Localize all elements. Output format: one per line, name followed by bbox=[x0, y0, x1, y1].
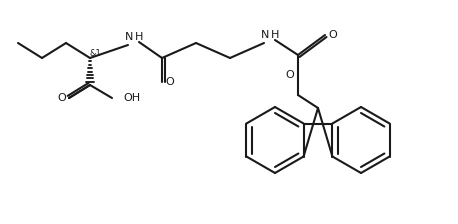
Text: N: N bbox=[261, 30, 269, 40]
Text: &1: &1 bbox=[89, 49, 101, 58]
Text: O: O bbox=[329, 30, 338, 40]
Text: O: O bbox=[286, 70, 294, 80]
Text: OH: OH bbox=[123, 93, 140, 103]
Text: O: O bbox=[58, 93, 66, 103]
Text: O: O bbox=[166, 77, 174, 87]
Text: H: H bbox=[271, 30, 279, 40]
Text: H: H bbox=[135, 32, 143, 42]
Text: N: N bbox=[125, 32, 133, 42]
